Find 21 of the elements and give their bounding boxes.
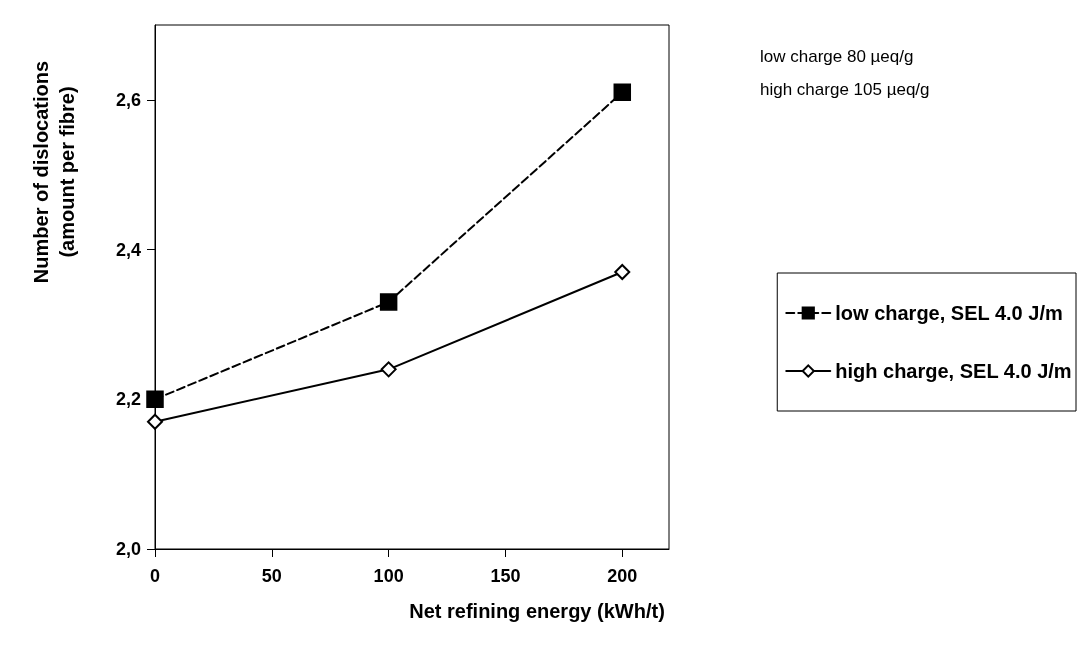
- y-tick-label: 2,6: [115, 89, 141, 110]
- point: [613, 83, 632, 102]
- y-tick-label: 2,4: [115, 239, 141, 260]
- legend-label: low charge, SEL 4.0 J/m: [835, 302, 1063, 324]
- x-tick-label: 200: [607, 566, 638, 586]
- point: [379, 293, 398, 311]
- y-axis-title: Number of dislocations (amount per fibre): [30, 60, 78, 284]
- x-tick-label: 100: [373, 566, 404, 586]
- legend-label: high charge, SEL 4.0 J/m: [835, 360, 1072, 382]
- y-tick-label: 2,0: [115, 539, 141, 559]
- y-tick-label: 2,2: [115, 389, 141, 410]
- point: [147, 413, 163, 430]
- point: [614, 264, 631, 281]
- x-axis-title: Net refining energy (kWh/t): [409, 600, 665, 622]
- point: [146, 390, 164, 409]
- x-tick-label: 0: [149, 566, 161, 586]
- x-tick-label: 50: [261, 566, 282, 586]
- x-tick-label: 150: [490, 566, 521, 586]
- point: [380, 361, 397, 378]
- text: high charge 105 µeq/g: [760, 80, 930, 99]
- text: low charge 80 µeq/g: [760, 47, 914, 66]
